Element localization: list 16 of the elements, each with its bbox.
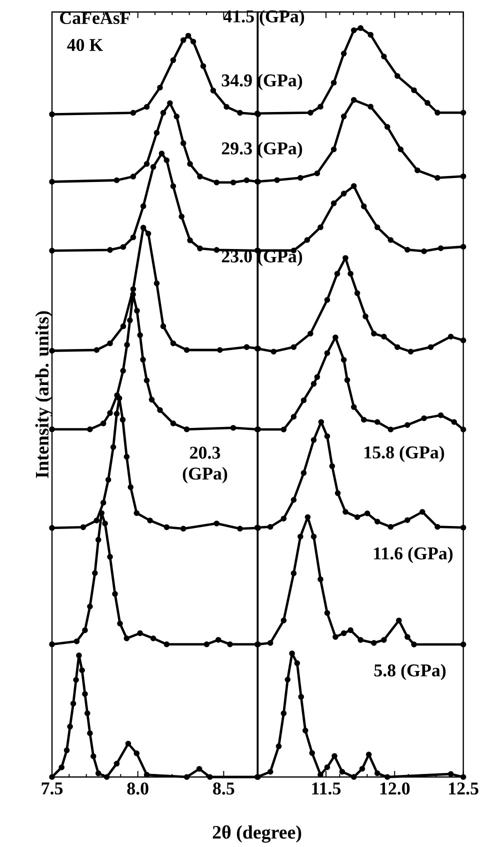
x-tick-label: 7.5 — [42, 782, 63, 795]
annotation: 34.9 (GPa) — [222, 74, 302, 90]
annotation: 11.6 (GPa) — [374, 546, 453, 564]
x-tick-label: 8.5 — [213, 782, 234, 795]
x-tick-label: 8.0 — [127, 782, 148, 795]
x-tick-label: 12.5 — [449, 782, 478, 795]
x-tick-label: 11.5 — [312, 782, 341, 795]
x-axis-title: 2θ (degree) — [212, 825, 302, 843]
annotation: 5.8 (GPa) — [374, 664, 446, 680]
x-tick-label: 12.0 — [380, 782, 410, 795]
annotation: 15.8 (GPa) — [364, 446, 444, 462]
text: CaFeAsF — [60, 12, 130, 24]
annotation: 29.3 (GPa) — [222, 142, 302, 158]
annotation: 40 K — [67, 38, 104, 52]
annotation: 20.3 (GPa) — [182, 446, 228, 484]
y-axis-title: Intensity (arb. units) — [35, 311, 52, 478]
